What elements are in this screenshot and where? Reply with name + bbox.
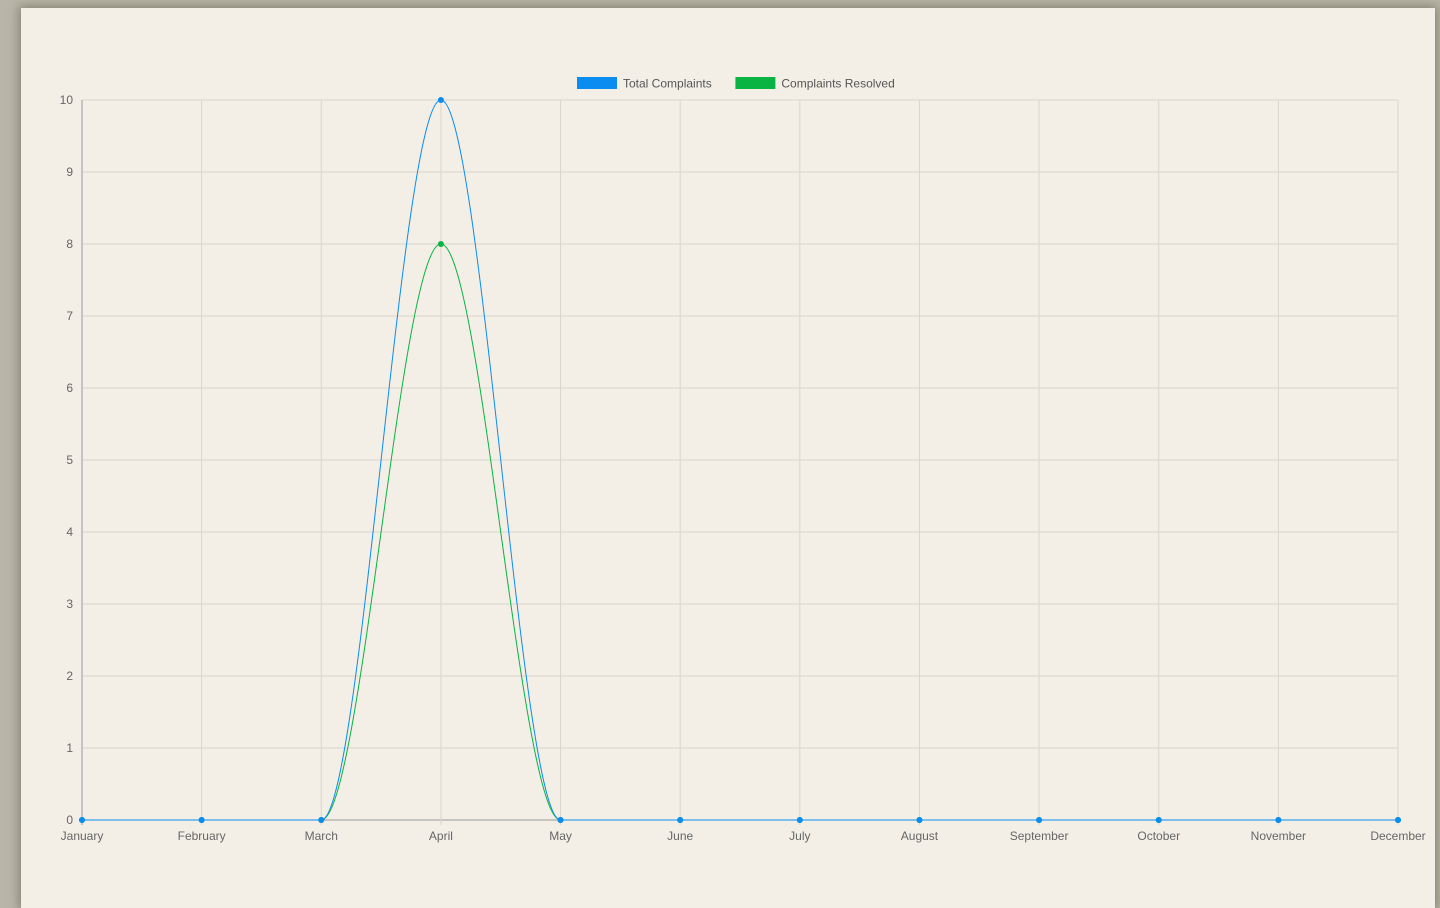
total-complaints-point <box>79 817 85 823</box>
total-complaints-point <box>1155 817 1162 823</box>
y-tick-label: 10 <box>60 93 74 107</box>
total-complaints-point <box>796 817 803 823</box>
x-tick-label: October <box>1137 829 1180 843</box>
total-complaints-point <box>916 817 923 823</box>
total-complaints-point <box>1275 817 1282 823</box>
complaints-line-chart: 0 1 2 3 4 5 6 7 8 9 10 January February March April May… <box>60 77 1426 844</box>
complaints-resolved-legend-label: Complaints Resolved <box>781 77 894 91</box>
total-complaints-point <box>557 817 564 823</box>
series-lines <box>79 97 1401 823</box>
total-complaints-line <box>82 99 1398 821</box>
x-tick-label: August <box>901 829 939 843</box>
x-tick-label: January <box>61 829 104 843</box>
legend: Total Complaints Complaints Resolved <box>577 77 895 91</box>
total-complaints-legend-swatch <box>577 77 617 89</box>
y-tick-label: 1 <box>66 741 73 755</box>
total-complaints-point <box>198 817 205 823</box>
total-complaints-legend-label: Total Complaints <box>623 77 712 91</box>
chart-card: 0 1 2 3 4 5 6 7 8 9 10 January February March April May… <box>21 8 1435 908</box>
y-tick-label: 7 <box>66 309 73 323</box>
total-complaints-point <box>677 817 684 823</box>
y-tick-label: 4 <box>66 525 73 539</box>
y-tick-label: 5 <box>66 453 73 467</box>
total-complaints-point <box>437 97 444 103</box>
total-complaints-point <box>318 817 325 823</box>
y-tick-label: 6 <box>66 381 73 395</box>
y-tick-label: 3 <box>66 597 73 611</box>
complaints-resolved-legend-swatch <box>735 77 776 89</box>
y-tick-label: 0 <box>66 813 73 827</box>
x-tick-label: June <box>667 829 693 843</box>
axis-labels: 0 1 2 3 4 5 6 7 8 9 10 January February March April May… <box>60 93 1426 843</box>
x-tick-label: April <box>429 829 453 843</box>
x-tick-label: March <box>305 829 338 843</box>
x-tick-label: May <box>549 829 572 843</box>
grid-lines <box>81 99 1399 825</box>
x-tick-label: December <box>1370 829 1425 843</box>
y-tick-label: 9 <box>66 165 73 179</box>
x-tick-label: September <box>1010 829 1069 843</box>
total-complaints-point <box>1395 817 1401 823</box>
complaints-resolved-point <box>437 241 444 247</box>
x-tick-label: November <box>1251 829 1306 843</box>
x-tick-label: February <box>178 829 226 843</box>
x-tick-label: July <box>789 829 810 843</box>
total-complaints-point <box>1036 817 1043 823</box>
y-tick-label: 2 <box>66 669 73 683</box>
y-tick-label: 8 <box>66 237 73 251</box>
